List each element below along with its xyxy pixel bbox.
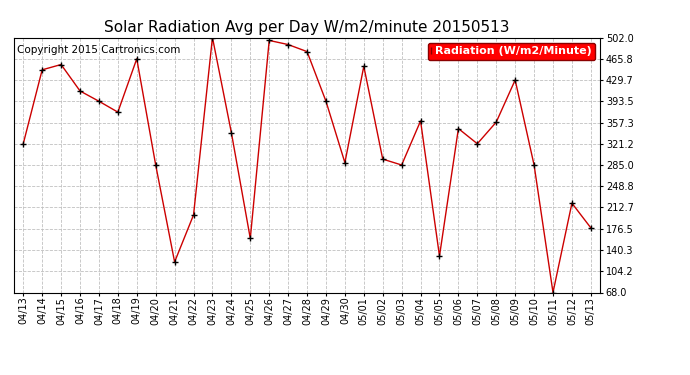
Text: Copyright 2015 Cartronics.com: Copyright 2015 Cartronics.com (17, 45, 180, 55)
Legend: Radiation (W/m2/Minute): Radiation (W/m2/Minute) (428, 43, 595, 60)
Title: Solar Radiation Avg per Day W/m2/minute 20150513: Solar Radiation Avg per Day W/m2/minute … (104, 20, 510, 35)
